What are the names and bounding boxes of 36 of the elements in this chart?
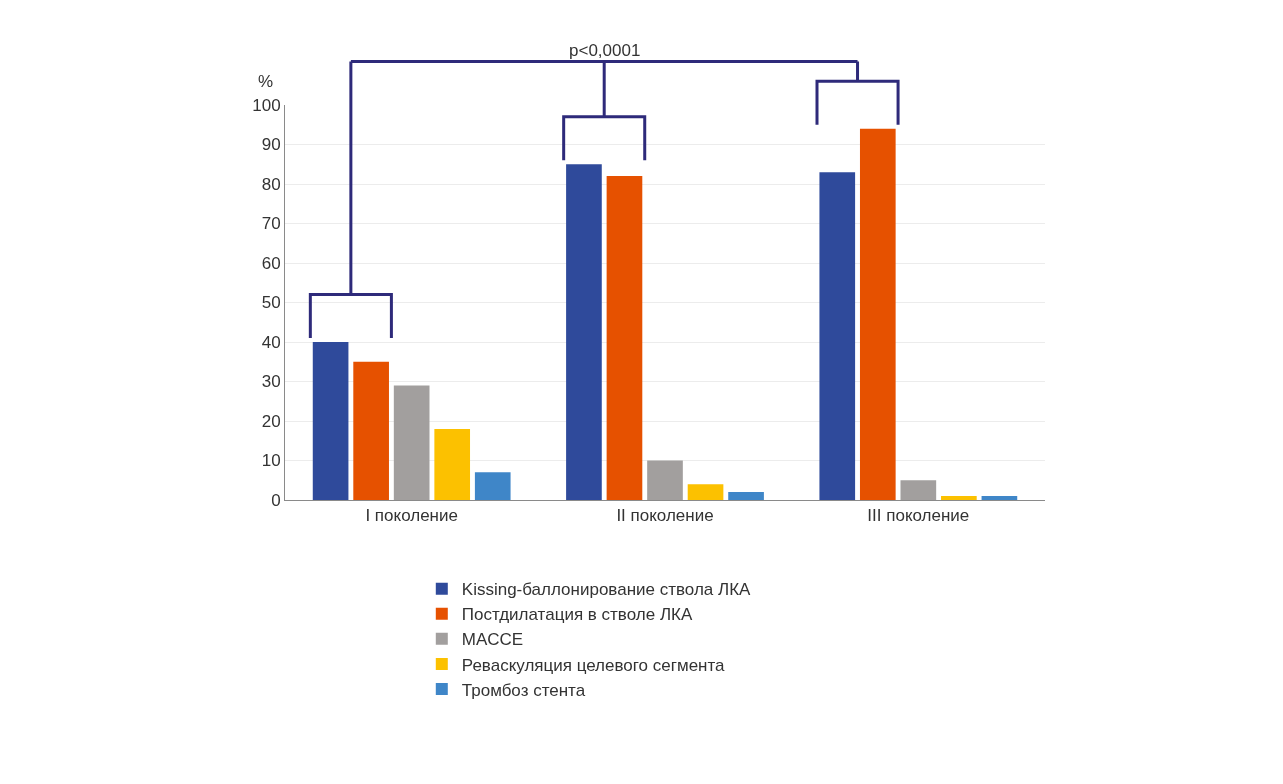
- x-tick-label: II поколение: [616, 506, 714, 526]
- text: p<0,0001: [569, 41, 641, 60]
- legend-label: Реваскуляция целевого сегмента: [461, 655, 726, 675]
- bar: [393, 385, 430, 500]
- legend-label: MACCE: [461, 630, 524, 650]
- bar: [566, 164, 602, 500]
- y-axis-title: %: [258, 72, 274, 91]
- legend-label: Kissing-баллонирование ствола ЛКА: [461, 580, 752, 600]
- y-tick-label: 20: [261, 411, 281, 431]
- x-tick-label: I поколение: [365, 506, 458, 526]
- y-tick-label: 90: [261, 135, 281, 155]
- bar: [353, 361, 389, 500]
- y-tick-label: 10: [261, 451, 281, 471]
- y-tick-label: 40: [261, 332, 281, 352]
- legend-label: Постдилатация в стволе ЛКА: [461, 605, 693, 625]
- bar: [312, 342, 349, 500]
- bar: [647, 460, 683, 500]
- bar: [434, 428, 471, 500]
- bar: [819, 172, 856, 500]
- bar: [941, 496, 977, 500]
- bar: [728, 492, 764, 500]
- bar: [981, 496, 1018, 500]
- y-tick-label: 70: [261, 214, 281, 234]
- y-tick-label: 30: [261, 372, 281, 392]
- y-tick-label: 60: [261, 253, 281, 273]
- bar: [687, 484, 724, 500]
- bar: [900, 480, 937, 500]
- y-tick-label: 100: [252, 95, 281, 115]
- bar: [859, 128, 896, 500]
- x-tick-label: III поколение: [867, 506, 970, 526]
- y-tick-label: 0: [271, 490, 281, 510]
- bar: [606, 176, 643, 500]
- y-tick-label: 80: [261, 174, 281, 194]
- bar: [474, 472, 511, 500]
- legend-label: Тромбоз стента: [461, 680, 586, 700]
- y-tick-label: 50: [261, 293, 281, 313]
